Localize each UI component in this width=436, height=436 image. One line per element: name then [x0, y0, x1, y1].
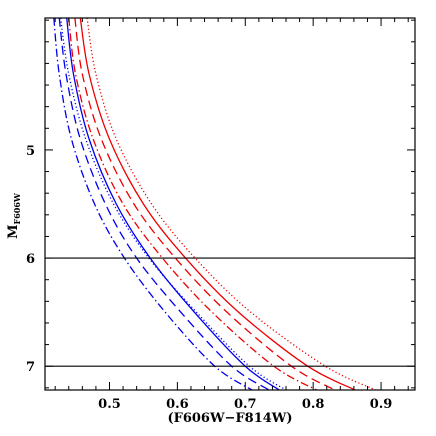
x-tick-label: 0.8: [302, 397, 325, 412]
y-tick-label: 5: [26, 144, 35, 159]
label-layer: 0.5 0.6 0.7 0.8 0.9 5 6 7: [26, 144, 392, 412]
series-line-7: [68, 18, 317, 390]
y-axis-label-main: M: [6, 224, 21, 238]
series-line-3: [53, 18, 253, 390]
x-axis-label: (F606W−F814W): [167, 411, 292, 426]
y-tick-label: 7: [26, 360, 35, 375]
tick-layer: [45, 18, 415, 390]
plot-frame: [44, 17, 416, 391]
y-axis-label-sub: F606W: [12, 192, 22, 224]
hline-layer: [45, 257, 415, 367]
series-line-6: [74, 18, 336, 390]
x-tick-label: 0.5: [98, 397, 121, 412]
series-layer: [53, 18, 376, 390]
series-line-0: [66, 18, 280, 390]
y-tick-label: 6: [26, 252, 35, 267]
x-tick-label: 0.7: [234, 397, 257, 412]
series-line-1: [59, 18, 287, 390]
y-axis-label: MF606W: [6, 192, 22, 239]
x-tick-label: 0.6: [166, 397, 189, 412]
x-tick-label: 0.9: [370, 397, 393, 412]
series-line-5: [86, 18, 376, 390]
series-line-2: [58, 18, 270, 390]
svg-text:MF606W: MF606W: [6, 192, 22, 239]
series-line-4: [79, 18, 356, 390]
